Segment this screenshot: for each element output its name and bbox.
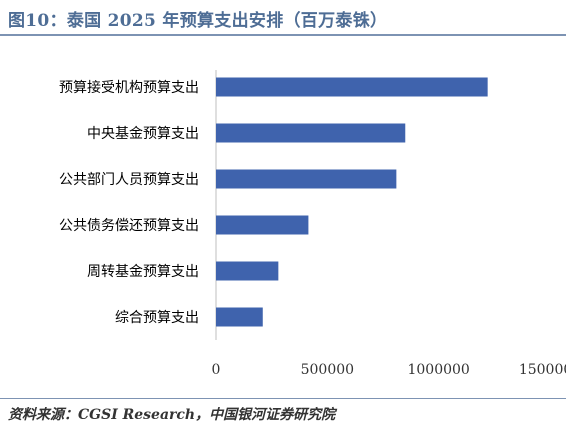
x-tick-label: 0 bbox=[212, 362, 221, 378]
x-tick-label: 1500000 bbox=[519, 362, 566, 378]
category-label: 公共债务偿还预算支出 bbox=[59, 218, 199, 234]
chart-title: 图10：泰国 2025 年预算支出安排（百万泰铢） bbox=[8, 11, 388, 31]
x-tick-label: 1000000 bbox=[407, 362, 469, 378]
category-label: 公共部门人员预算支出 bbox=[59, 172, 199, 188]
source-note: 资料来源：CGSI Research，中国银河证券研究院 bbox=[8, 407, 336, 423]
category-label: 预算接受机构预算支出 bbox=[59, 79, 199, 96]
bar bbox=[216, 77, 488, 97]
category-label: 中央基金预算支出 bbox=[87, 125, 199, 142]
title-divider bbox=[0, 34, 566, 36]
category-label: 周转基金预算支出 bbox=[87, 263, 199, 280]
bar bbox=[216, 169, 397, 189]
bar bbox=[216, 123, 406, 143]
bar bbox=[216, 215, 309, 235]
bar bbox=[216, 261, 279, 281]
bar bbox=[216, 307, 263, 327]
footer-divider bbox=[0, 398, 566, 399]
x-tick-label: 500000 bbox=[301, 362, 354, 378]
category-label: 综合预算支出 bbox=[115, 310, 199, 326]
